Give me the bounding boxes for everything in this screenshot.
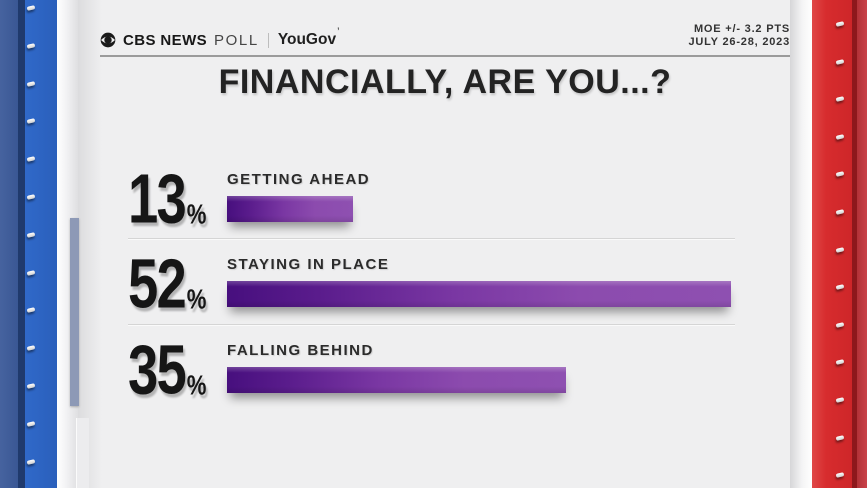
yougov-tick: ’ bbox=[337, 26, 340, 36]
right-paper-edge bbox=[790, 0, 812, 488]
left-bottom-paper-tab bbox=[76, 418, 89, 488]
value-number: 13 bbox=[128, 159, 187, 238]
category-label: STAYING IN PLACE bbox=[227, 256, 390, 273]
rivet-icon bbox=[835, 171, 845, 177]
percent-sign: % bbox=[186, 197, 207, 231]
value-label: 35% bbox=[128, 330, 207, 409]
value-label: 52% bbox=[128, 244, 207, 323]
percent-sign: % bbox=[186, 282, 207, 316]
bar-falling-behind bbox=[227, 367, 566, 393]
brand-lockup: CBS NEWS POLL YouGov’ bbox=[100, 26, 340, 49]
rivet-icon bbox=[835, 247, 845, 253]
poll-row-staying-in-place: 52% STAYING IN PLACE bbox=[100, 244, 790, 323]
rivet-icon bbox=[835, 134, 845, 140]
rivet-icon bbox=[26, 345, 36, 351]
brand-divider bbox=[267, 32, 269, 48]
bar-getting-ahead bbox=[227, 196, 353, 222]
left-rail-blue-stripe bbox=[25, 0, 57, 488]
rivet-icon bbox=[26, 43, 36, 49]
rivet-icon bbox=[835, 359, 845, 365]
date-text: JULY 26-28, 2023 bbox=[688, 36, 790, 48]
bar-staying-in-place bbox=[227, 281, 731, 307]
brand-cbs-news: CBS NEWS bbox=[123, 31, 208, 49]
right-rail-dark-stripe bbox=[852, 0, 857, 488]
rivet-icon bbox=[26, 194, 36, 200]
header: CBS NEWS POLL YouGov’ MOE +/- 3.2 PTS JU… bbox=[100, 0, 790, 57]
right-rail-red-stripe bbox=[812, 0, 852, 488]
rivet-icon bbox=[26, 421, 36, 427]
left-paper-tab bbox=[70, 218, 79, 406]
rivet-icon bbox=[26, 270, 36, 276]
rivet-icon bbox=[26, 307, 36, 313]
value-number: 52 bbox=[128, 244, 187, 323]
rivet-icon bbox=[26, 5, 36, 11]
rivet-icon bbox=[26, 383, 36, 389]
poll-meta: MOE +/- 3.2 PTS JULY 26-28, 2023 bbox=[689, 23, 790, 49]
rivet-icon bbox=[835, 209, 845, 215]
value-label: 13% bbox=[128, 159, 207, 238]
rivet-icon bbox=[26, 459, 36, 465]
rivet-icon bbox=[835, 472, 845, 478]
poll-card: CBS NEWS POLL YouGov’ MOE +/- 3.2 PTS JU… bbox=[100, 0, 790, 488]
poll-row-falling-behind: 35% FALLING BEHIND bbox=[100, 330, 790, 409]
left-paper-shadow bbox=[78, 0, 102, 488]
rivet-icon bbox=[26, 81, 36, 87]
rivet-icon bbox=[26, 232, 36, 238]
row-divider bbox=[128, 324, 735, 326]
brand-poll: POLL bbox=[214, 31, 259, 49]
cbs-eye-icon bbox=[100, 32, 116, 48]
rivet-icon bbox=[835, 322, 845, 328]
rivet-icon bbox=[26, 156, 36, 162]
rivet-icon bbox=[835, 435, 845, 441]
left-rail-dark-stripe bbox=[18, 0, 25, 488]
rivet-icon bbox=[835, 96, 845, 102]
row-divider bbox=[128, 238, 735, 240]
value-number: 35 bbox=[128, 330, 187, 409]
brand-yougov: YouGov’ bbox=[277, 26, 340, 48]
rivet-icon bbox=[835, 284, 845, 290]
percent-sign: % bbox=[186, 368, 207, 402]
rivet-icon bbox=[835, 59, 845, 65]
rivet-icon bbox=[835, 397, 845, 403]
page-title: FINANCIALLY, ARE YOU...? bbox=[218, 63, 672, 101]
poll-row-getting-ahead: 13% GETTING AHEAD bbox=[100, 159, 790, 238]
right-rail-outer-stripe bbox=[857, 0, 867, 488]
rivet-icon bbox=[26, 118, 36, 124]
rivet-icon bbox=[835, 21, 845, 27]
category-label: FALLING BEHIND bbox=[227, 342, 374, 359]
moe-text: MOE +/- 3.2 PTS bbox=[693, 23, 790, 35]
left-rail-outer-stripe bbox=[0, 0, 18, 488]
category-label: GETTING AHEAD bbox=[227, 171, 371, 188]
